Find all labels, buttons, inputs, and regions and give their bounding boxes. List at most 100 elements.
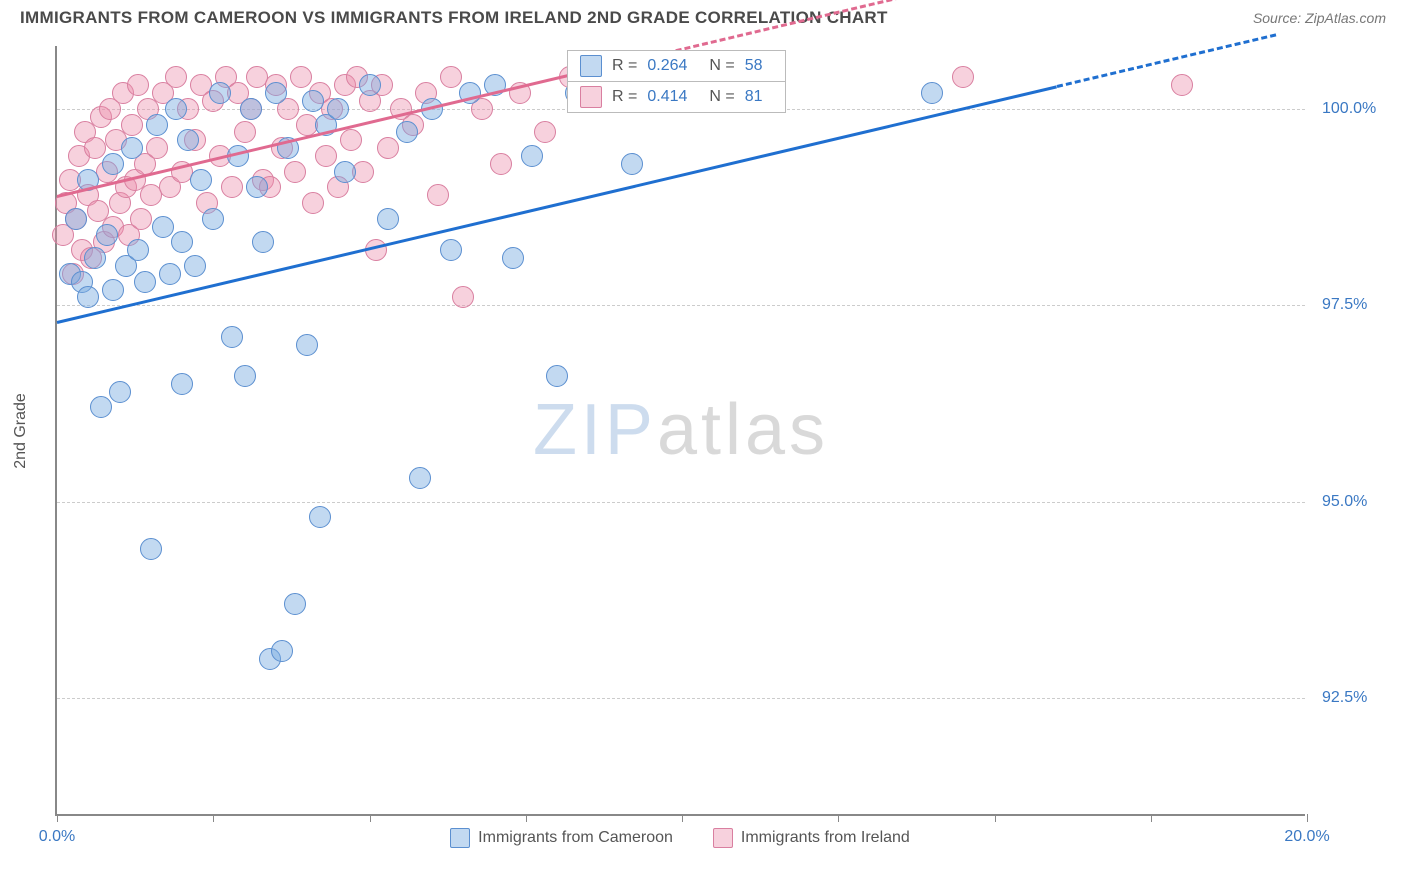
r-value: 0.264 (647, 57, 699, 75)
stats-row: R =0.264N =58 (568, 51, 785, 82)
scatter-point (140, 538, 162, 560)
scatter-point (209, 82, 231, 104)
scatter-point (921, 82, 943, 104)
scatter-point (221, 176, 243, 198)
gridline-h (57, 502, 1305, 503)
scatter-point (177, 129, 199, 151)
watermark-part2: atlas (657, 390, 829, 470)
scatter-point (409, 467, 431, 489)
scatter-point (302, 90, 324, 112)
scatter-point (134, 271, 156, 293)
x-tick (213, 814, 214, 822)
legend-item: Immigrants from Cameroon (450, 828, 673, 848)
scatter-point (77, 286, 99, 308)
scatter-point (265, 82, 287, 104)
scatter-point (84, 247, 106, 269)
n-label: N = (709, 57, 734, 75)
scatter-point (152, 216, 174, 238)
source-attribution: Source: ZipAtlas.com (1253, 10, 1386, 26)
y-tick-label: 95.0% (1322, 493, 1367, 511)
legend-label: Immigrants from Cameroon (478, 829, 673, 847)
bottom-legend: Immigrants from Cameroon Immigrants from … (55, 828, 1305, 848)
plot-area: ZIPatlas 92.5%95.0%97.5%100.0%0.0%20.0%R… (55, 46, 1305, 816)
scatter-point (127, 239, 149, 261)
blue-swatch (580, 55, 602, 77)
scatter-point (146, 137, 168, 159)
scatter-point (202, 208, 224, 230)
scatter-point (452, 286, 474, 308)
scatter-point (302, 192, 324, 214)
n-value: 81 (745, 88, 773, 106)
scatter-point (546, 365, 568, 387)
stats-box: R =0.264N =58R =0.414N =81 (567, 50, 786, 113)
scatter-point (502, 247, 524, 269)
scatter-point (440, 239, 462, 261)
scatter-point (84, 137, 106, 159)
blue-legend-swatch (450, 828, 470, 848)
source-label: Source: (1253, 10, 1305, 26)
scatter-point (130, 208, 152, 230)
scatter-point (240, 98, 262, 120)
watermark: ZIPatlas (533, 389, 829, 471)
y-tick-label: 97.5% (1322, 296, 1367, 314)
scatter-point (521, 145, 543, 167)
scatter-point (952, 66, 974, 88)
n-value: 58 (745, 57, 773, 75)
stats-row: R =0.414N =81 (568, 82, 785, 112)
scatter-point (534, 121, 556, 143)
scatter-point (190, 169, 212, 191)
gridline-h (57, 698, 1305, 699)
scatter-point (284, 593, 306, 615)
scatter-point (377, 137, 399, 159)
scatter-point (359, 74, 381, 96)
scatter-point (184, 255, 206, 277)
scatter-point (1171, 74, 1193, 96)
scatter-point (127, 74, 149, 96)
scatter-point (290, 66, 312, 88)
n-label: N = (709, 88, 734, 106)
x-tick (1307, 814, 1308, 822)
x-tick (1151, 814, 1152, 822)
scatter-point (284, 161, 306, 183)
scatter-point (309, 506, 331, 528)
scatter-point (234, 365, 256, 387)
plot-container: 2nd Grade ZIPatlas 92.5%95.0%97.5%100.0%… (55, 46, 1305, 816)
scatter-point (427, 184, 449, 206)
legend-label: Immigrants from Ireland (741, 829, 910, 847)
scatter-point (234, 121, 256, 143)
gridline-h (57, 305, 1305, 306)
scatter-point (396, 121, 418, 143)
scatter-point (165, 98, 187, 120)
r-value: 0.414 (647, 88, 699, 106)
y-tick-label: 100.0% (1322, 100, 1376, 118)
scatter-point (440, 66, 462, 88)
scatter-point (102, 153, 124, 175)
scatter-point (352, 161, 374, 183)
scatter-point (171, 231, 193, 253)
scatter-point (109, 381, 131, 403)
y-axis-title: 2nd Grade (12, 393, 30, 469)
scatter-point (65, 208, 87, 230)
x-tick (995, 814, 996, 822)
scatter-point (246, 176, 268, 198)
scatter-point (334, 161, 356, 183)
scatter-point (296, 334, 318, 356)
pink-swatch (580, 86, 602, 108)
scatter-point (490, 153, 512, 175)
scatter-point (159, 263, 181, 285)
x-tick (682, 814, 683, 822)
watermark-part1: ZIP (533, 390, 657, 470)
pink-legend-swatch (713, 828, 733, 848)
x-tick (838, 814, 839, 822)
scatter-point (121, 137, 143, 159)
y-tick-label: 92.5% (1322, 689, 1367, 707)
scatter-point (621, 153, 643, 175)
scatter-point (96, 224, 118, 246)
scatter-point (252, 231, 274, 253)
scatter-point (221, 326, 243, 348)
scatter-point (171, 373, 193, 395)
legend-item: Immigrants from Ireland (713, 828, 910, 848)
scatter-point (90, 396, 112, 418)
x-tick (57, 814, 58, 822)
chart-title: IMMIGRANTS FROM CAMEROON VS IMMIGRANTS F… (20, 8, 888, 28)
